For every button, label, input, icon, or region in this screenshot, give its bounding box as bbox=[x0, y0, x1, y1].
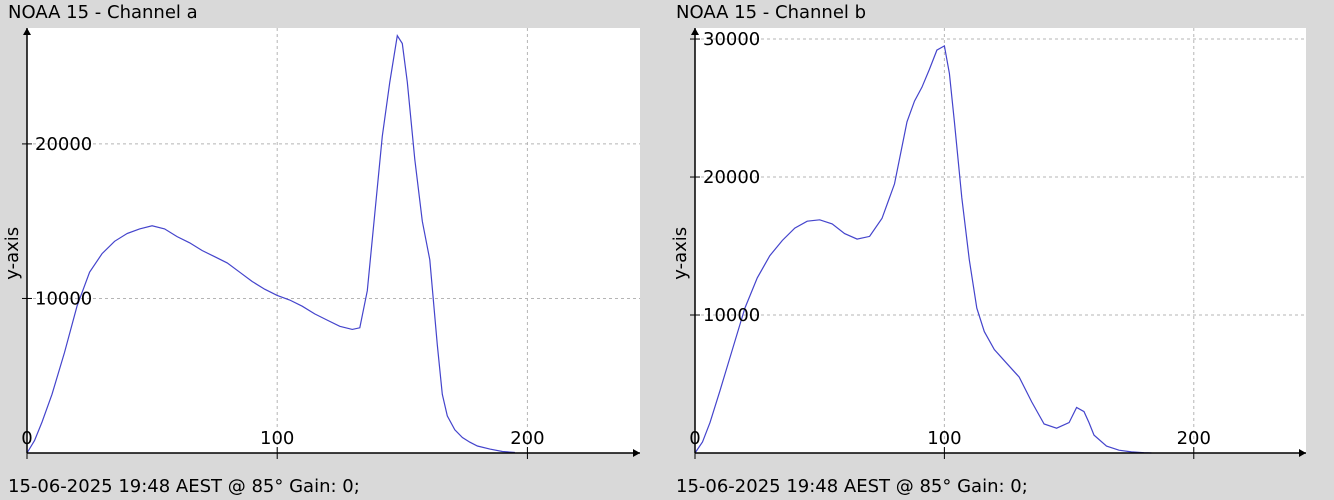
x-axis-arrow-icon bbox=[633, 449, 640, 457]
line-chart-channel-a: 0 100 200 10000 20000 y-axis bbox=[2, 28, 640, 459]
y-axis-arrow-icon bbox=[691, 28, 699, 35]
y-tick-label: 20000 bbox=[703, 167, 760, 188]
x-tick-label: 0 bbox=[689, 428, 700, 449]
series-line bbox=[26, 34, 515, 454]
x-tick-label: 100 bbox=[927, 428, 961, 449]
chart-title: NOAA 15 - Channel b bbox=[676, 2, 867, 23]
x-tick-label: 200 bbox=[1177, 428, 1211, 449]
chart-title: NOAA 15 - Channel a bbox=[8, 2, 198, 23]
y-tick-label: 30000 bbox=[703, 29, 760, 50]
y-axis-label: y-axis bbox=[2, 227, 23, 280]
x-tick-label: 0 bbox=[21, 428, 32, 449]
plot-area bbox=[27, 28, 640, 453]
series-line bbox=[694, 44, 1152, 454]
line-chart-channel-b: 0 100 200 10000 20000 30000 y-axis bbox=[670, 28, 1306, 459]
y-axis-label: y-axis bbox=[670, 227, 691, 280]
chart-footer-timestamp: 15-06-2025 19:48 AEST @ 85° Gain: 0; bbox=[676, 476, 1028, 497]
chart-panel-channel-a: NOAA 15 - Channel a 0 100 200 10000 20000 y-a… bbox=[0, 0, 660, 500]
x-axis-arrow-icon bbox=[1299, 449, 1306, 457]
y-axis-arrow-icon bbox=[23, 28, 31, 35]
y-tick-label: 20000 bbox=[35, 134, 92, 155]
chart-footer-timestamp: 15-06-2025 19:48 AEST @ 85° Gain: 0; bbox=[8, 476, 360, 497]
y-tick-label: 10000 bbox=[35, 288, 92, 309]
y-tick-label: 10000 bbox=[703, 305, 760, 326]
chart-panel-channel-b: NOAA 15 - Channel b 0 100 200 10000 20000 300… bbox=[668, 0, 1334, 500]
x-tick-label: 100 bbox=[260, 428, 294, 449]
x-tick-label: 200 bbox=[510, 428, 544, 449]
plot-area bbox=[695, 28, 1306, 453]
